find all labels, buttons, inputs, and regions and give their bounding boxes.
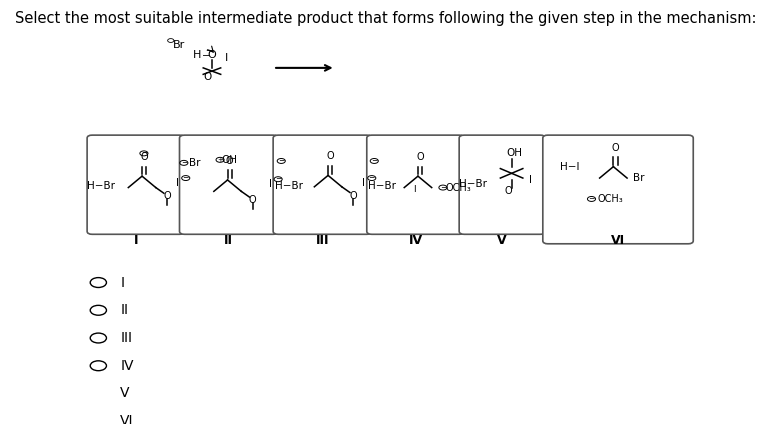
FancyBboxPatch shape xyxy=(273,135,372,234)
Text: OH: OH xyxy=(507,148,523,159)
FancyBboxPatch shape xyxy=(180,135,278,234)
Text: H−Br: H−Br xyxy=(368,181,396,191)
Text: −: − xyxy=(439,183,446,192)
Text: III: III xyxy=(315,234,329,247)
Text: VI: VI xyxy=(611,234,625,247)
FancyBboxPatch shape xyxy=(87,135,184,234)
Text: V: V xyxy=(120,387,130,401)
Text: V: V xyxy=(497,234,507,247)
Text: H−Br: H−Br xyxy=(87,181,116,191)
Text: IV: IV xyxy=(120,359,133,373)
FancyBboxPatch shape xyxy=(543,135,693,244)
Text: VI: VI xyxy=(120,414,133,424)
Text: O: O xyxy=(140,152,148,162)
Text: I: I xyxy=(176,178,179,188)
Text: II: II xyxy=(120,303,128,317)
Text: +: + xyxy=(217,157,223,163)
Text: I: I xyxy=(120,276,124,290)
Text: O: O xyxy=(207,50,217,60)
Text: O: O xyxy=(204,73,212,82)
Text: IV: IV xyxy=(409,234,423,247)
Text: −: − xyxy=(141,148,147,157)
Text: −: − xyxy=(371,156,378,165)
Text: I: I xyxy=(133,234,138,247)
Text: Br: Br xyxy=(632,173,644,183)
Text: −: − xyxy=(183,173,189,182)
Text: −: − xyxy=(180,158,187,167)
Text: O: O xyxy=(349,190,357,201)
Text: H−Br: H−Br xyxy=(459,179,487,189)
Text: −: − xyxy=(588,194,594,203)
Text: O: O xyxy=(416,152,423,162)
Text: −: − xyxy=(278,156,284,165)
Text: −: − xyxy=(369,173,375,182)
Text: O: O xyxy=(326,151,334,162)
Text: Br: Br xyxy=(173,40,186,50)
Text: Br: Br xyxy=(190,158,201,168)
Text: I: I xyxy=(224,53,228,63)
Text: I: I xyxy=(413,185,416,194)
Text: Select the most suitable intermediate product that forms following the given ste: Select the most suitable intermediate pr… xyxy=(15,11,756,26)
Text: O: O xyxy=(611,142,619,153)
Text: −: − xyxy=(202,51,210,61)
Text: III: III xyxy=(120,331,132,345)
Text: OH: OH xyxy=(221,155,237,165)
Text: OCH₃: OCH₃ xyxy=(446,183,471,192)
Text: I: I xyxy=(362,178,365,188)
Text: I: I xyxy=(268,179,271,189)
Text: H: H xyxy=(193,50,201,60)
Text: O: O xyxy=(249,195,256,205)
FancyBboxPatch shape xyxy=(367,135,464,234)
Text: O: O xyxy=(505,187,512,196)
Text: H−Br: H−Br xyxy=(274,181,303,191)
Text: O: O xyxy=(163,191,171,201)
Text: I: I xyxy=(529,175,532,185)
Text: −: − xyxy=(275,174,281,183)
Text: O: O xyxy=(226,156,234,166)
Text: II: II xyxy=(224,234,234,247)
FancyBboxPatch shape xyxy=(460,135,545,234)
Text: H−I: H−I xyxy=(560,162,579,172)
Text: OCH₃: OCH₃ xyxy=(598,194,623,204)
